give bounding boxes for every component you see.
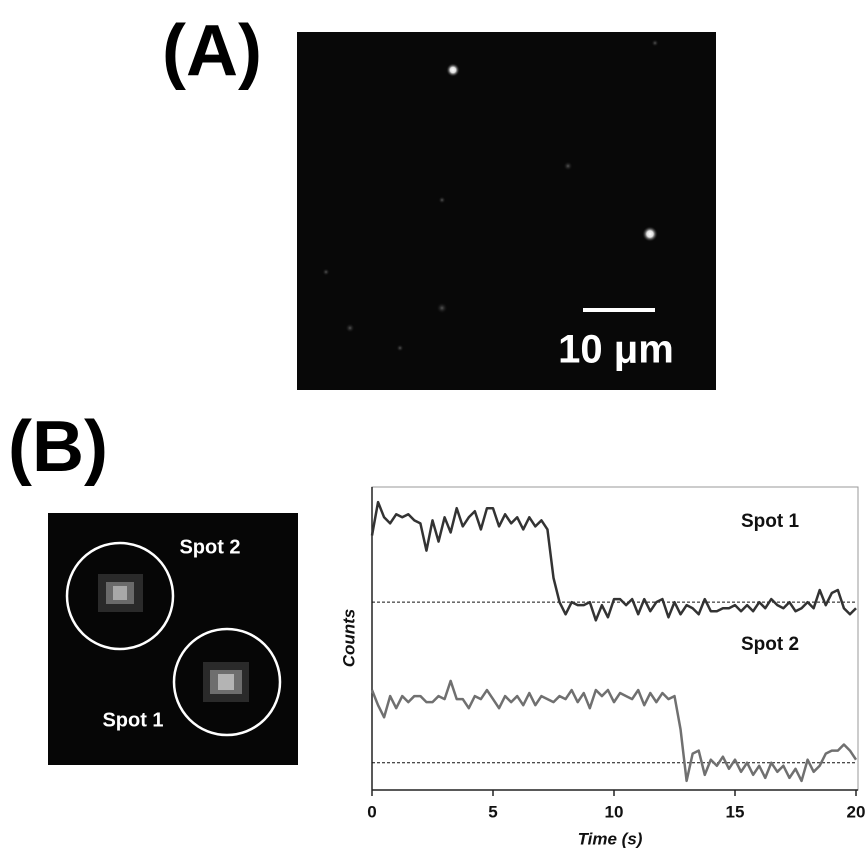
data-line	[370, 500, 857, 622]
image-label: Spot 1	[102, 709, 163, 731]
x-tick-label: 5	[488, 802, 497, 821]
data-line	[370, 679, 858, 783]
x-tick-label: 10	[605, 802, 624, 821]
image-label: Spot 2	[179, 536, 240, 558]
y-axis-label: Counts	[339, 609, 358, 668]
series-label: Spot 2	[741, 634, 799, 655]
spot-image	[48, 513, 298, 765]
x-tick-label: 15	[726, 802, 745, 821]
scale-bar-label: 10 μm	[558, 328, 674, 372]
panel-label: (A)	[162, 11, 262, 91]
microscopy-image	[297, 32, 716, 390]
x-tick-label: 20	[847, 802, 866, 821]
panel-label: (B)	[8, 407, 108, 487]
x-tick-label: 0	[367, 802, 376, 821]
series-label: Spot 1	[741, 511, 799, 532]
x-axis-label: Time (s)	[578, 829, 643, 848]
